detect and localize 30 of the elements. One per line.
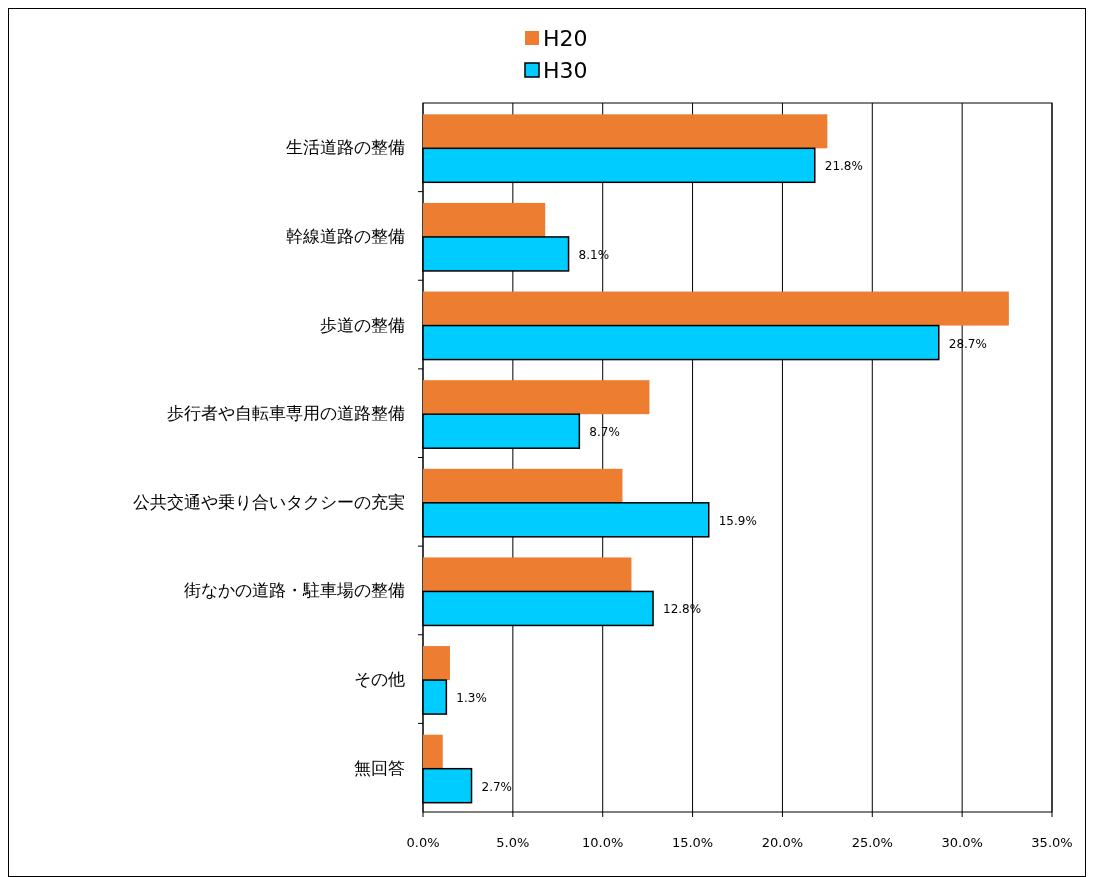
x-tick-label: 20.0% <box>761 835 804 850</box>
legend-label: H20 <box>543 26 588 51</box>
bar <box>423 734 443 769</box>
bar <box>423 646 450 681</box>
bar <box>423 291 1009 326</box>
x-tick-label: 10.0% <box>582 835 624 850</box>
x-tick-label: 35.0% <box>1031 835 1073 850</box>
bar <box>423 468 623 503</box>
y-tick-label: 公共交通や乗り合いタクシーの充実 <box>133 491 405 512</box>
y-tick-label: 生活道路の整備 <box>286 137 405 158</box>
y-tick-label: 歩行者や自転車専用の道路整備 <box>167 403 405 424</box>
y-tick-label: 歩道の整備 <box>320 314 405 335</box>
bar <box>423 202 546 237</box>
y-tick-label: その他 <box>354 669 405 690</box>
x-tick-label: 15.0% <box>671 835 714 850</box>
bar <box>423 380 650 415</box>
data-label: 2.7% <box>481 779 513 794</box>
data-label: 21.8% <box>824 159 863 174</box>
data-label: 1.3% <box>456 691 487 706</box>
legend-label: H30 <box>543 58 588 83</box>
x-tick-label: 0.0% <box>406 835 440 850</box>
bar <box>423 557 632 592</box>
y-tick-label: 街なかの道路・駐車場の整備 <box>184 580 405 601</box>
bar <box>423 114 828 149</box>
x-tick-label: 5.0% <box>496 835 530 850</box>
x-tick-label: 25.0% <box>851 835 893 850</box>
x-tick-label: 30.0% <box>941 835 983 850</box>
y-tick-label: 無回答 <box>354 757 405 778</box>
y-tick-label: 幹線道路の整備 <box>286 225 405 246</box>
data-label: 15.9% <box>718 513 757 528</box>
